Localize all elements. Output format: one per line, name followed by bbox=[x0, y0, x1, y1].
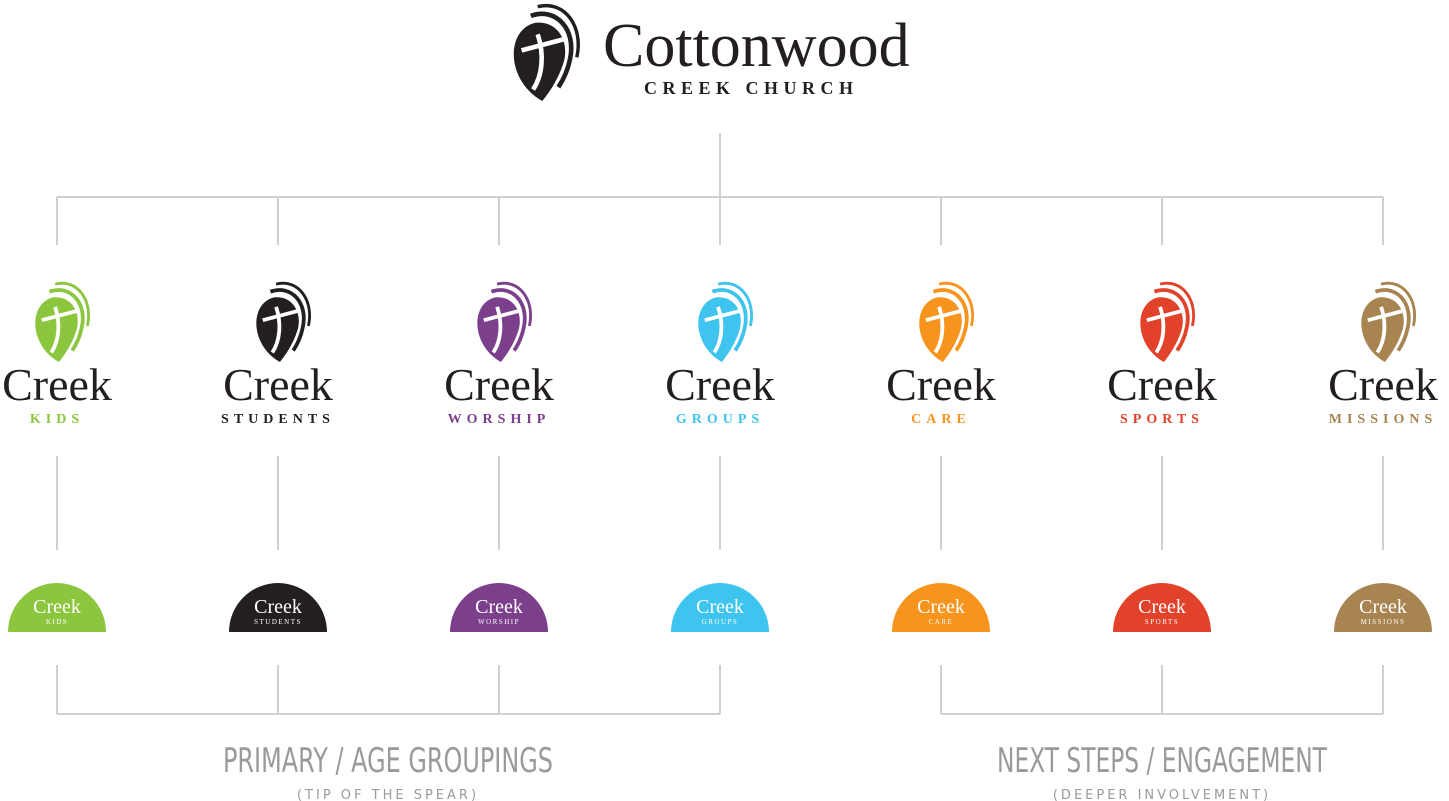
badge bbox=[229, 583, 327, 632]
badge bbox=[892, 583, 990, 632]
node-label: SPORTS bbox=[1120, 412, 1204, 427]
badge bbox=[1113, 583, 1211, 632]
icon-arc bbox=[496, 281, 532, 327]
group-title: NEXT STEPS / ENGAGEMENT bbox=[997, 741, 1327, 781]
badge-label: CARE bbox=[929, 618, 954, 626]
badge-name: Creek bbox=[917, 596, 965, 618]
badge-name: Creek bbox=[1359, 596, 1407, 618]
badge-label: GROUPS bbox=[702, 618, 739, 626]
logo-icon bbox=[698, 281, 753, 362]
icon-arc bbox=[938, 281, 974, 327]
icon-arc bbox=[490, 288, 527, 352]
icon-cross bbox=[704, 306, 742, 354]
icon-cross bbox=[41, 306, 79, 354]
node-label: WORSHIP bbox=[448, 412, 551, 427]
node-name: Creek bbox=[223, 359, 333, 410]
logo-icon bbox=[1140, 281, 1195, 362]
main-subtitle: CREEK CHURCH bbox=[644, 78, 859, 98]
icon-arc bbox=[1374, 288, 1411, 352]
logo-icon bbox=[35, 281, 90, 362]
icon-cross bbox=[483, 306, 521, 354]
logo-icon bbox=[919, 281, 974, 362]
icon-cross bbox=[262, 306, 300, 354]
badge-name: Creek bbox=[254, 596, 302, 618]
icon-arc bbox=[711, 288, 748, 352]
icon-cross bbox=[925, 306, 963, 354]
badge-name: Creek bbox=[1138, 596, 1186, 618]
group-subtitle: (TIP OF THE SPEAR) bbox=[297, 788, 479, 801]
group-subtitle: (DEEPER INVOLVEMENT) bbox=[1053, 788, 1271, 801]
badge-label: MISSIONS bbox=[1361, 618, 1406, 626]
badge-label: STUDENTS bbox=[254, 618, 302, 626]
node-name: Creek bbox=[665, 359, 775, 410]
icon-arc bbox=[275, 281, 311, 327]
node-label: MISSIONS bbox=[1329, 412, 1437, 427]
icon-arc bbox=[932, 288, 969, 352]
icon-arc bbox=[54, 281, 90, 327]
badge bbox=[450, 583, 548, 632]
icon-arc bbox=[48, 288, 85, 352]
node-label: CARE bbox=[911, 412, 971, 427]
node-name: Creek bbox=[444, 359, 554, 410]
icon-cross bbox=[521, 33, 566, 91]
icon-cross bbox=[1146, 306, 1184, 354]
icon-arc bbox=[537, 3, 580, 58]
logo-icon bbox=[256, 281, 311, 362]
icon-cross bbox=[1367, 306, 1405, 354]
badge-label: SPORTS bbox=[1145, 618, 1179, 626]
icon-arc bbox=[717, 281, 753, 327]
group-title: PRIMARY / AGE GROUPINGS bbox=[223, 741, 553, 781]
badge bbox=[671, 583, 769, 632]
node-label: STUDENTS bbox=[221, 412, 335, 427]
icon-arc bbox=[269, 288, 306, 352]
icon-arc bbox=[1159, 281, 1195, 327]
node-label: GROUPS bbox=[676, 412, 764, 427]
icon-arc bbox=[1153, 288, 1190, 352]
badge bbox=[1334, 583, 1432, 632]
node-label: KIDS bbox=[30, 412, 84, 427]
node-name: Creek bbox=[1328, 359, 1438, 410]
logo-icon bbox=[1361, 281, 1416, 362]
node-name: Creek bbox=[2, 359, 112, 410]
main-logo-icon bbox=[513, 3, 580, 101]
logo-icon bbox=[513, 3, 580, 101]
badge-name: Creek bbox=[696, 596, 744, 618]
logo-icon bbox=[477, 281, 532, 362]
node-name: Creek bbox=[1107, 359, 1217, 410]
node-name: Creek bbox=[886, 359, 996, 410]
main-title: Cottonwood bbox=[603, 12, 910, 80]
badge bbox=[8, 583, 106, 632]
badge-label: WORSHIP bbox=[478, 618, 520, 626]
badge-name: Creek bbox=[475, 596, 523, 618]
badge-label: KIDS bbox=[46, 618, 68, 626]
icon-arc bbox=[1380, 281, 1416, 327]
icon-arc bbox=[530, 11, 574, 89]
badge-name: Creek bbox=[33, 596, 81, 618]
